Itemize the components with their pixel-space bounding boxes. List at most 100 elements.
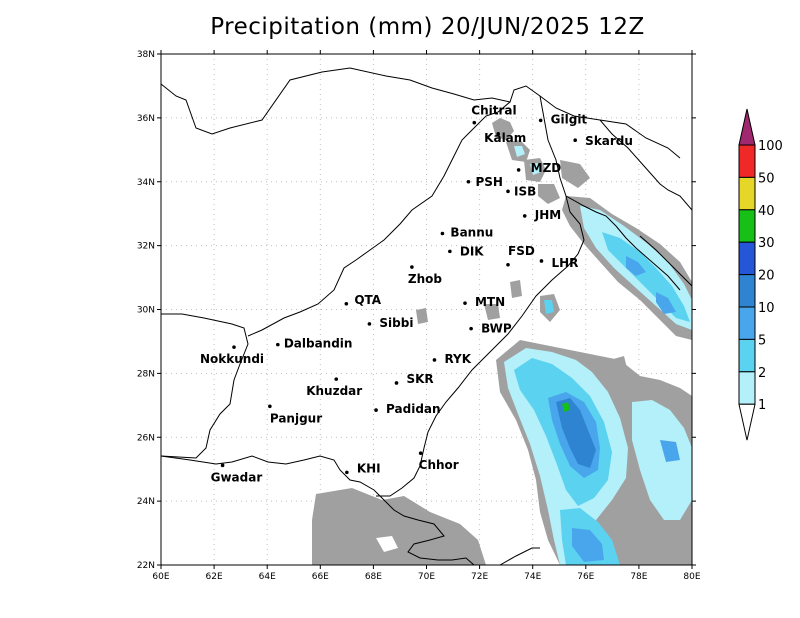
city-label: SKR bbox=[406, 372, 433, 386]
city-label: Nokkundi bbox=[200, 352, 264, 366]
colorbar-label: 50 bbox=[758, 171, 775, 186]
city-marker bbox=[374, 408, 378, 412]
city-label: Zhob bbox=[408, 272, 442, 286]
precip-area-bwp bbox=[484, 304, 500, 320]
precip-area-punjab-small-core bbox=[544, 300, 554, 314]
y-tick-label: 26N bbox=[137, 433, 155, 443]
city-marker bbox=[432, 358, 437, 362]
colorbar-segment bbox=[738, 338, 756, 373]
precip-area-kalam-core bbox=[514, 146, 525, 157]
city-label: Panjgur bbox=[270, 411, 322, 425]
colorbar-label: 100 bbox=[758, 139, 783, 154]
city-marker bbox=[573, 138, 577, 143]
city-marker bbox=[472, 120, 477, 125]
city-label: Skardu bbox=[585, 134, 633, 148]
y-tick-label: 36N bbox=[137, 114, 155, 124]
precip-area-himachal-core bbox=[656, 292, 676, 314]
x-tick-label: 62E bbox=[206, 572, 223, 582]
x-tick-label: 70E bbox=[418, 572, 435, 582]
colorbar-label: 20 bbox=[758, 269, 775, 284]
city-label: BWP bbox=[481, 322, 512, 336]
india-china-boundary bbox=[599, 119, 692, 211]
city-marker bbox=[345, 470, 349, 475]
city-label: PSH bbox=[475, 175, 502, 189]
city-markers: Chitral Gilgit Kalam Skardu MZD PSH ISB JHM Bann… bbox=[200, 104, 633, 485]
map-title: Precipitation (mm) 20/JUN/2025 12Z bbox=[210, 14, 645, 40]
city-marker bbox=[466, 179, 471, 184]
x-tick-label: 76E bbox=[577, 572, 594, 582]
city-marker bbox=[367, 322, 372, 326]
city-label: JHM bbox=[534, 208, 561, 222]
city-marker bbox=[496, 132, 500, 136]
city-label: Chitral bbox=[471, 104, 516, 118]
city-label: RYK bbox=[444, 352, 471, 366]
x-tick-label: 68E bbox=[365, 572, 382, 582]
precip-area-rajasthan-east bbox=[632, 400, 692, 520]
colorbar-label: 5 bbox=[758, 333, 766, 348]
colorbar: 100 50 40 30 20 10 5 2 1 bbox=[738, 108, 783, 441]
colorbar-label: 30 bbox=[758, 236, 775, 251]
city-marker bbox=[506, 262, 510, 267]
precip-area-east-blob bbox=[660, 440, 680, 462]
city-label: ISB bbox=[514, 184, 536, 198]
precip-area-kashmir-core bbox=[626, 256, 646, 276]
city-marker bbox=[463, 301, 467, 305]
x-tick-label: 80E bbox=[683, 572, 700, 582]
colorbar-segment bbox=[738, 176, 756, 211]
y-tick-label: 28N bbox=[137, 369, 155, 379]
city-label: Kalam bbox=[484, 131, 526, 145]
precip-area-rajasthan-max bbox=[562, 402, 570, 412]
city-marker bbox=[506, 189, 510, 194]
precip-area-gujarat-core bbox=[572, 528, 604, 562]
colorbar-segment bbox=[738, 209, 756, 243]
y-tick-label: 24N bbox=[137, 497, 155, 507]
city-marker bbox=[440, 231, 445, 236]
city-marker bbox=[539, 259, 544, 263]
city-label: LHR bbox=[551, 256, 578, 270]
x-tick-label: 60E bbox=[152, 572, 169, 582]
colorbar-segment bbox=[738, 241, 756, 276]
city-marker bbox=[344, 301, 349, 306]
city-label: Bannu bbox=[450, 225, 493, 239]
city-label: Sibbi bbox=[379, 316, 413, 330]
precip-area-east-india bbox=[610, 356, 628, 374]
y-tick-label: 34N bbox=[137, 178, 155, 188]
gujarat-coast bbox=[499, 547, 540, 565]
city-marker bbox=[418, 451, 423, 456]
x-tick-label: 66E bbox=[312, 572, 329, 582]
city-label: KHI bbox=[357, 461, 381, 475]
city-label: Khuzdar bbox=[306, 384, 362, 398]
y-tick-label: 22N bbox=[137, 561, 155, 571]
pakistan-east-boundary bbox=[376, 95, 585, 497]
colorbar-segment bbox=[738, 274, 756, 308]
precip-area-lhr-south bbox=[510, 280, 522, 298]
city-label: Chhor bbox=[419, 458, 459, 472]
colorbar-segment bbox=[738, 144, 756, 178]
coastline-west bbox=[161, 455, 475, 565]
kashmir-loc bbox=[565, 195, 681, 291]
colorbar-top-arrow bbox=[738, 108, 756, 146]
x-tick-label: 78E bbox=[630, 572, 647, 582]
city-label: MTN bbox=[475, 295, 505, 309]
y-tick-label: 30N bbox=[137, 306, 155, 316]
city-marker bbox=[220, 463, 225, 468]
city-marker bbox=[394, 381, 399, 385]
city-label: DIK bbox=[460, 244, 484, 258]
city-marker bbox=[334, 377, 339, 381]
x-tick-label: 74E bbox=[524, 572, 541, 582]
precip-area-arabian-sea bbox=[312, 488, 486, 565]
x-tick-label: 72E bbox=[471, 572, 488, 582]
precip-area-sea-islet bbox=[376, 536, 398, 552]
city-marker bbox=[232, 345, 236, 349]
city-marker bbox=[276, 342, 280, 347]
colorbar-segment bbox=[738, 371, 756, 405]
colorbar-label: 40 bbox=[758, 204, 775, 219]
y-tick-label: 38N bbox=[137, 50, 155, 60]
city-marker bbox=[448, 249, 452, 254]
y-tick-label: 32N bbox=[137, 242, 155, 252]
city-marker bbox=[268, 404, 272, 409]
city-marker bbox=[538, 118, 543, 123]
colorbar-bottom-arrow bbox=[738, 403, 756, 441]
colorbar-segment bbox=[738, 306, 756, 340]
city-marker bbox=[516, 168, 521, 172]
